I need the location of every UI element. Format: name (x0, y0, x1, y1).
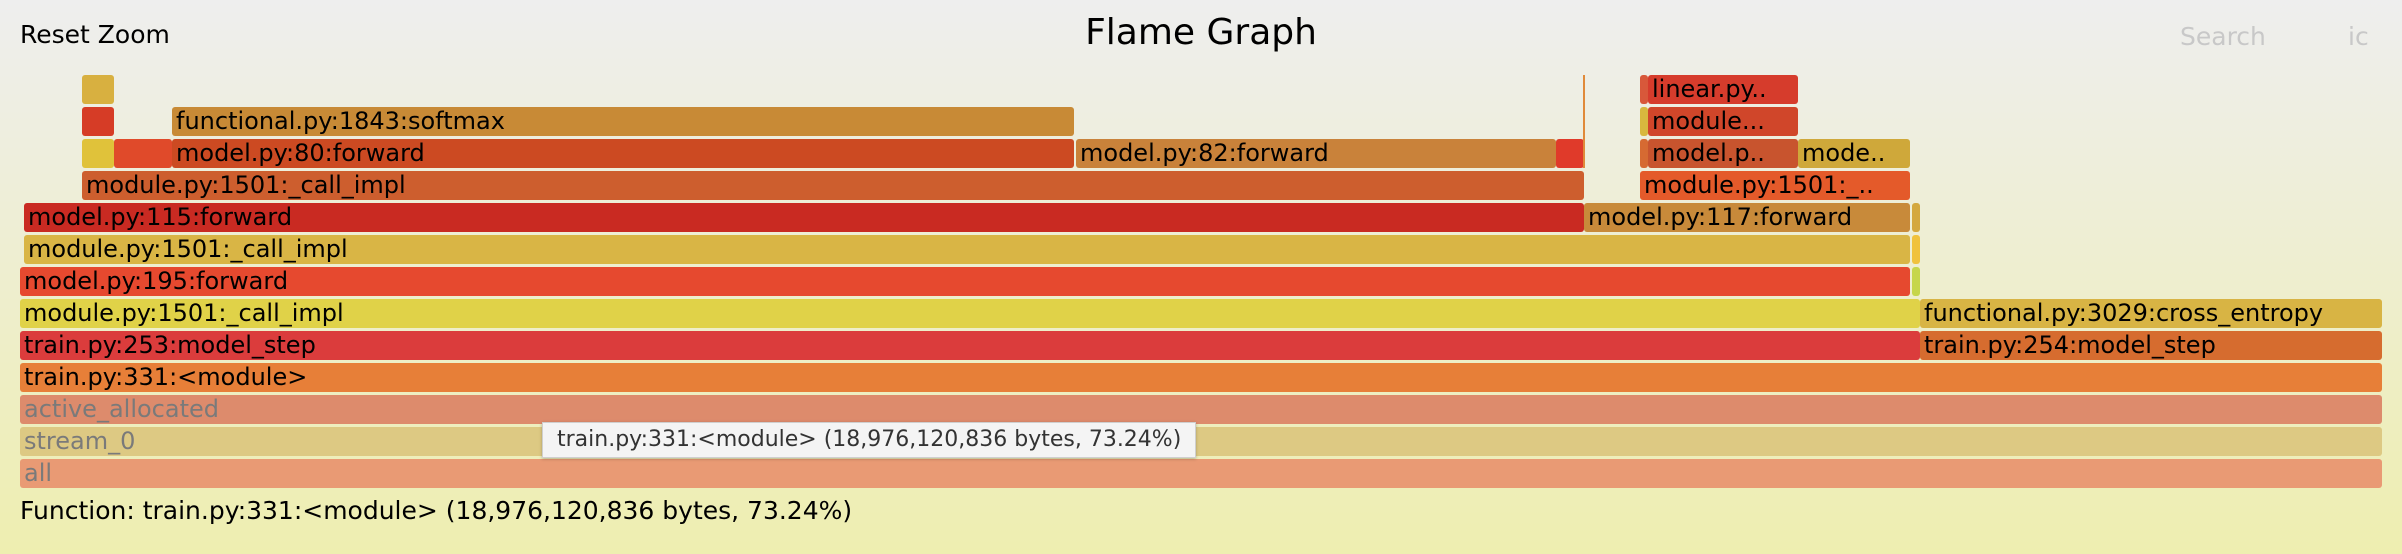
page-title: Flame Graph (1085, 12, 1317, 53)
flame-frame[interactable]: model.py:80:forward (172, 139, 1074, 168)
flame-frame[interactable]: train.py:331:<module> (20, 363, 2382, 392)
flame-frame[interactable] (1556, 139, 1584, 168)
flame-frame[interactable]: train.py:254:model_step (1920, 331, 2382, 360)
flame-frame[interactable]: model.py:115:forward (24, 203, 1584, 232)
details-line: Function: train.py:331:<module> (18,976,… (20, 496, 853, 525)
flame-frame[interactable]: model.py:195:forward (20, 267, 1910, 296)
flame-frame[interactable] (82, 139, 114, 168)
flame-frame[interactable] (1640, 139, 1648, 168)
flame-frame[interactable]: stream_0 (20, 427, 2382, 456)
flame-frame[interactable]: model.py:82:forward (1076, 139, 1556, 168)
flame-frame[interactable] (1912, 235, 1920, 264)
flame-frame[interactable]: module.py:1501:_call_impl (24, 235, 1910, 264)
search-button[interactable]: Search (2180, 22, 2266, 51)
flame-frame[interactable]: module... (1648, 107, 1798, 136)
flame-frame[interactable] (1640, 107, 1648, 136)
reset-zoom-button[interactable]: Reset Zoom (20, 20, 170, 49)
flame-frame-sliver[interactable] (1583, 75, 1585, 168)
flame-frame[interactable] (82, 107, 114, 136)
flame-frame[interactable]: model.py:117:forward (1584, 203, 1910, 232)
flame-frame[interactable] (1912, 203, 1920, 232)
flame-frame[interactable]: active_allocated (20, 395, 2382, 424)
flame-frame[interactable]: model.p.. (1648, 139, 1798, 168)
flame-frame[interactable]: functional.py:3029:cross_entropy (1920, 299, 2382, 328)
flame-frame[interactable]: module.py:1501:_call_impl (82, 171, 1584, 200)
flame-frame[interactable] (1912, 267, 1920, 296)
ignore-case-toggle[interactable]: ic (2348, 22, 2369, 51)
tooltip: train.py:331:<module> (18,976,120,836 by… (542, 422, 1197, 458)
flame-frame[interactable]: module.py:1501:_call_impl (20, 299, 1920, 328)
flame-frame[interactable]: functional.py:1843:softmax (172, 107, 1074, 136)
flame-frame[interactable] (114, 139, 172, 168)
flame-frame[interactable] (82, 75, 114, 104)
flame-frame[interactable]: mode.. (1798, 139, 1910, 168)
flame-frame[interactable]: module.py:1501:_.. (1640, 171, 1910, 200)
flame-frame[interactable]: all (20, 459, 2382, 488)
flame-frame[interactable]: linear.py.. (1648, 75, 1798, 104)
flame-frame[interactable] (1640, 75, 1648, 104)
flame-frame[interactable]: train.py:253:model_step (20, 331, 1920, 360)
